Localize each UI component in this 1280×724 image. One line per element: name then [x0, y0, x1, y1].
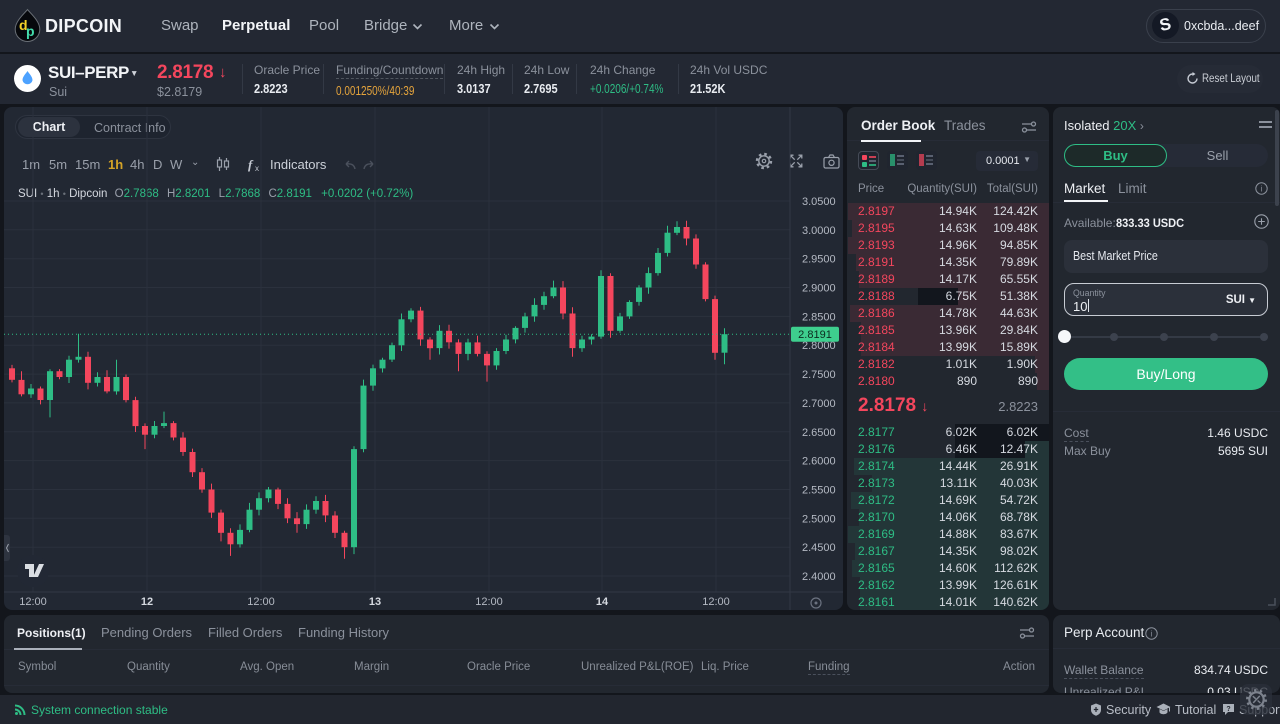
- svg-text:13: 13: [369, 596, 381, 608]
- svg-text:x: x: [255, 164, 259, 172]
- svg-text:14: 14: [596, 596, 609, 608]
- svg-text:2.9000: 2.9000: [802, 283, 836, 295]
- svg-text:d: d: [19, 17, 28, 33]
- svg-text:i: i: [1151, 630, 1153, 639]
- svg-text:2.8000: 2.8000: [802, 340, 836, 352]
- svg-text:12:00: 12:00: [475, 596, 503, 608]
- svg-text:2.4500: 2.4500: [802, 542, 836, 554]
- svg-text:2.4000: 2.4000: [802, 571, 836, 583]
- svg-text:f: f: [248, 157, 254, 172]
- svg-text:2.5500: 2.5500: [802, 485, 836, 497]
- svg-text:12:00: 12:00: [702, 596, 730, 608]
- svg-text:2.5000: 2.5000: [802, 513, 836, 525]
- svg-text:2.7000: 2.7000: [802, 398, 836, 410]
- svg-text:2.9500: 2.9500: [802, 254, 836, 266]
- svg-text:?: ?: [1226, 706, 1230, 713]
- svg-text:i: i: [1261, 185, 1263, 194]
- svg-text:2.7500: 2.7500: [802, 369, 836, 381]
- svg-text:2.8191: 2.8191: [798, 329, 832, 341]
- svg-text:2.6500: 2.6500: [802, 427, 836, 439]
- svg-text:12:00: 12:00: [247, 596, 275, 608]
- svg-text:3.0500: 3.0500: [802, 196, 836, 208]
- svg-text:2.6000: 2.6000: [802, 456, 836, 468]
- svg-text:12:00: 12:00: [19, 596, 47, 608]
- svg-text:3.0000: 3.0000: [802, 225, 836, 237]
- svg-text:2.8500: 2.8500: [802, 311, 836, 323]
- svg-text:p: p: [26, 23, 35, 39]
- svg-text:12: 12: [141, 596, 153, 608]
